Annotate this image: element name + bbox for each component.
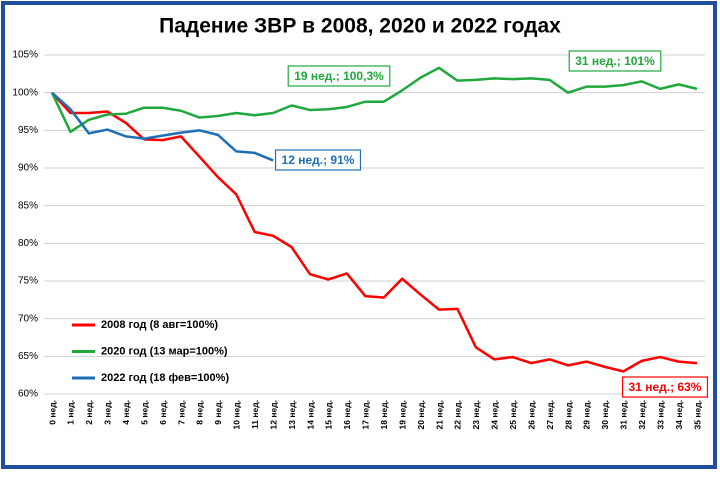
x-tick-label: 5 нед.: [139, 400, 149, 425]
x-tick-label: 31 нед.: [619, 400, 629, 429]
x-tick-label: 26 нед.: [526, 400, 536, 429]
legend-label: 2008 год (8 авг=100%): [101, 319, 218, 331]
y-tick-label: 75%: [18, 276, 38, 287]
y-tick-label: 85%: [18, 200, 38, 211]
x-tick-label: 11 нед.: [250, 400, 260, 429]
x-tick-label: 30 нед.: [600, 400, 610, 429]
x-tick-label: 12 нед.: [268, 400, 278, 429]
annotation: 31 нед.; 101%: [575, 54, 655, 68]
x-tick-label: 32 нед.: [637, 400, 647, 429]
x-tick-label: 35 нед.: [692, 400, 702, 429]
y-tick-label: 70%: [18, 313, 38, 324]
y-tick-label: 80%: [18, 238, 38, 249]
x-tick-label: 20 нед.: [416, 400, 426, 429]
x-tick-label: 0 нед.: [47, 400, 57, 425]
x-tick-label: 21 нед.: [434, 400, 444, 429]
x-tick-label: 34 нед.: [674, 400, 684, 429]
x-tick-label: 9 нед.: [213, 400, 223, 425]
chart-title: Падение ЗВР в 2008, 2020 и 2022 годах: [159, 15, 561, 38]
x-tick-label: 15 нед.: [324, 400, 334, 429]
x-tick-label: 27 нед.: [545, 400, 555, 429]
x-tick-label: 10 нед.: [232, 400, 242, 429]
annotation-box: [568, 50, 662, 72]
x-tick-label: 8 нед.: [195, 400, 205, 425]
y-tick-label: 95%: [18, 125, 38, 136]
x-tick-label: 3 нед.: [103, 400, 113, 425]
legend-label: 2020 год (13 мар=100%): [101, 345, 228, 357]
annotation: 19 нед.; 100,3%: [294, 69, 384, 83]
x-tick-label: 14 нед.: [305, 400, 315, 429]
annotation-box: [287, 65, 391, 87]
x-tick-label: 1 нед.: [66, 400, 76, 425]
x-tick-label: 24 нед.: [490, 400, 500, 429]
x-tick-label: 33 нед.: [655, 400, 665, 429]
x-tick-label: 17 нед.: [361, 400, 371, 429]
x-tick-label: 18 нед.: [379, 400, 389, 429]
y-tick-label: 65%: [18, 351, 38, 362]
series-line: [51, 91, 698, 373]
y-tick-label: 100%: [12, 87, 38, 98]
x-tick-label: 19 нед.: [397, 400, 407, 429]
x-tick-label: 2 нед.: [84, 400, 94, 425]
x-tick-label: 23 нед.: [471, 400, 481, 429]
x-tick-label: 4 нед.: [121, 400, 131, 425]
x-tick-label: 29 нед.: [582, 400, 592, 429]
y-tick-label: 90%: [18, 163, 38, 174]
annotation-box: [621, 376, 709, 398]
x-tick-label: 25 нед.: [508, 400, 518, 429]
legend-label: 2022 год (18 фев=100%): [101, 372, 229, 384]
x-tick-label: 28 нед.: [563, 400, 573, 429]
y-tick-label: 105%: [12, 50, 38, 61]
x-tick-label: 16 нед.: [342, 400, 352, 429]
series-line: [50, 66, 698, 134]
annotation: 31 нед.; 63%: [629, 380, 702, 394]
series-line: [51, 91, 274, 162]
x-tick-label: 7 нед.: [176, 400, 186, 425]
x-tick-label: 13 нед.: [287, 400, 297, 429]
annotation-box: [274, 149, 362, 171]
annotation: 12 нед.; 91%: [282, 153, 355, 167]
y-tick-label: 60%: [18, 389, 38, 400]
x-tick-label: 6 нед.: [158, 400, 168, 425]
x-tick-label: 22 нед.: [453, 400, 463, 429]
